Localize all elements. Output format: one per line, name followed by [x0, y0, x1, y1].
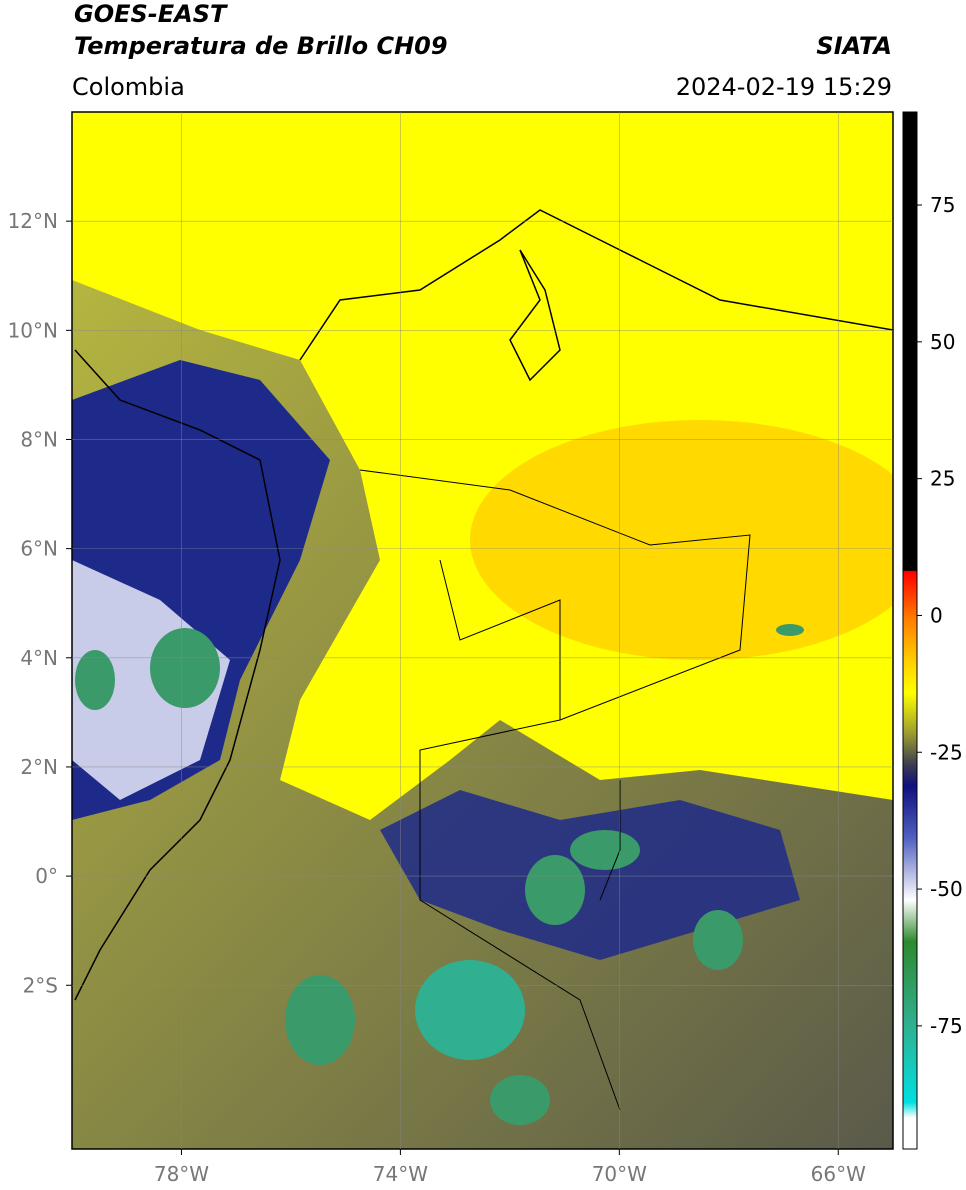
colorbar-tick-label: 25	[930, 467, 955, 491]
satellite-image	[72, 112, 893, 1149]
y-tick-label: 6°N	[20, 537, 58, 561]
y-tick-label: 10°N	[8, 318, 58, 342]
y-tick-label: 2°N	[20, 755, 58, 779]
y-tick-label: 12°N	[8, 209, 58, 233]
y-tick-label: 4°N	[20, 646, 58, 670]
colorbar-tick-label: -75	[930, 1014, 963, 1038]
x-tick-label: 70°W	[592, 1162, 647, 1186]
colorbar-tick-label: 75	[930, 193, 955, 217]
region: Colombia	[72, 73, 185, 101]
colorbar-tick-label: 50	[930, 330, 955, 354]
x-tick-label: 66°W	[811, 1162, 866, 1186]
y-tick-label: 0°	[35, 864, 58, 888]
datetime: 2024-02-19 15:29	[676, 73, 892, 101]
satellite: GOES-EAST	[74, 0, 228, 28]
y-tick-label: 8°N	[20, 427, 58, 451]
colorbar-tick-label: -25	[930, 740, 963, 764]
colorbar-tick-label: -50	[930, 877, 963, 901]
agency: SIATA	[816, 32, 892, 60]
x-tick-label: 74°W	[373, 1162, 428, 1186]
colorbar	[902, 111, 918, 1150]
product: Temperatura de Brillo CH09	[74, 32, 448, 60]
colorbar-tick-label: 0	[930, 603, 943, 627]
y-tick-label: 2°S	[23, 973, 58, 997]
x-tick-label: 78°W	[154, 1162, 209, 1186]
map-frame	[71, 111, 894, 1150]
